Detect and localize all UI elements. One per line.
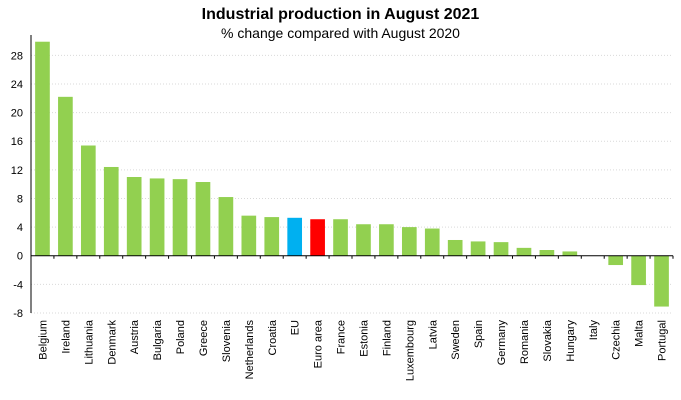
category-labels: Belgium Ireland Lithuania Denmark Austria Bul… (37, 319, 668, 381)
category-label: Euro area (313, 319, 325, 368)
bar-finland (379, 224, 394, 256)
category-label: Lithuania (83, 319, 95, 365)
bar-luxembourg (401, 227, 417, 256)
bar-slovenia (218, 197, 234, 256)
bar-latvia (424, 228, 440, 256)
y-tick-label: -4 (13, 279, 23, 291)
bar-bulgaria (149, 178, 165, 256)
y-tick-label: -8 (13, 308, 23, 320)
category-label: Malta (634, 319, 646, 347)
chart-subtitle: % change compared with August 2020 (221, 25, 460, 41)
y-tick-label: 4 (17, 222, 23, 234)
bar-france (333, 219, 348, 256)
bar-belgium (35, 41, 50, 256)
bar-austria (126, 177, 142, 256)
category-label: Romania (519, 319, 531, 364)
y-tick-label: 0 (17, 251, 23, 263)
bar-romania (516, 247, 532, 256)
category-label: Czechia (611, 319, 623, 360)
bar-estonia (356, 224, 371, 256)
bar-ireland (58, 96, 73, 256)
axes: -8 -4 0 4 8 12 16 20 24 28 (11, 35, 674, 320)
category-label: Poland (175, 320, 187, 354)
category-label: Slovakia (542, 319, 554, 361)
bar-malta (631, 255, 646, 286)
category-label: EU (290, 320, 302, 335)
bar-denmark (103, 166, 119, 256)
category-label: Spain (473, 320, 485, 348)
bar-lithuania (80, 145, 96, 256)
gridlines (31, 54, 673, 314)
category-label: Italy (588, 320, 600, 341)
category-label: Luxembourg (404, 320, 416, 381)
category-label: Belgium (37, 320, 49, 360)
category-label: Slovenia (221, 319, 233, 362)
category-label: Portugal (657, 320, 669, 361)
category-label: France (336, 320, 348, 354)
y-tick-label: 16 (11, 136, 23, 148)
bar-poland (172, 179, 188, 256)
bars (35, 41, 669, 307)
category-label: Finland (381, 320, 393, 356)
category-label: Germany (496, 320, 508, 366)
y-tick-label: 12 (11, 165, 23, 177)
bar-hungary (562, 251, 578, 256)
category-label: Netherlands (244, 320, 256, 380)
bar-spain (470, 241, 486, 256)
y-tick-label: 20 (11, 108, 23, 120)
bar-slovakia (539, 250, 555, 256)
category-label: Austria (129, 319, 141, 354)
category-label: Denmark (106, 320, 118, 365)
y-tick-label: 8 (17, 193, 23, 205)
category-label: Ireland (60, 320, 72, 354)
bar-croatia (264, 217, 280, 256)
y-tick-label: 24 (11, 79, 23, 91)
bar-czechia (608, 255, 624, 266)
category-label: Bulgaria (152, 319, 164, 360)
bar-germany (493, 242, 509, 256)
bar-portugal (654, 255, 669, 307)
category-label: Hungary (565, 320, 577, 362)
bar-netherlands (241, 215, 257, 256)
category-label: Latvia (427, 319, 439, 349)
chart-title: Industrial production in August 2021 (201, 6, 480, 23)
category-label: Sweden (450, 320, 462, 360)
category-label: Greece (198, 320, 210, 356)
bar-eu (287, 217, 303, 256)
category-label: Estonia (358, 319, 370, 357)
bar-euro-area (310, 219, 325, 256)
y-tick-label: 28 (11, 50, 23, 62)
bar-sweden (447, 239, 463, 256)
bar-greece (195, 182, 211, 256)
category-label: Croatia (267, 319, 279, 355)
